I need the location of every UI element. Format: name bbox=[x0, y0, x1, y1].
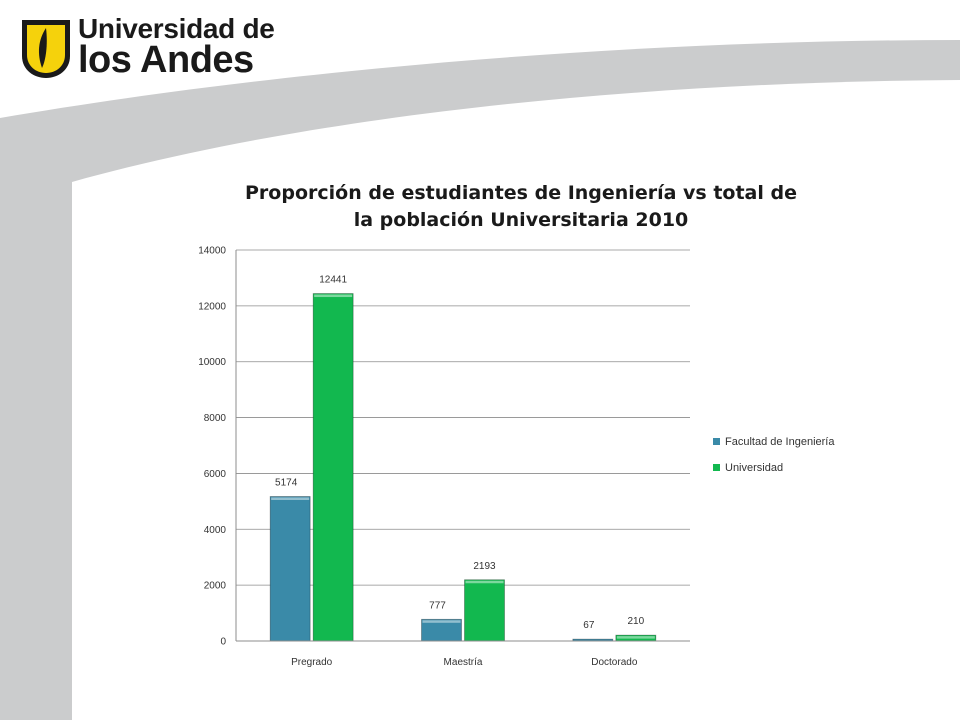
data-label: 12441 bbox=[319, 275, 347, 286]
data-label: 210 bbox=[627, 616, 644, 627]
x-tick-label: Pregrado bbox=[291, 657, 333, 668]
y-tick-label: 12000 bbox=[198, 301, 226, 312]
y-tick-label: 0 bbox=[220, 637, 226, 648]
y-tick-label: 10000 bbox=[198, 357, 226, 368]
y-tick-label: 14000 bbox=[198, 246, 226, 257]
university-name-line2: los Andes bbox=[78, 39, 254, 81]
bars bbox=[269, 293, 657, 642]
chart-title-line: Proporción de estudiantes de Ingeniería … bbox=[245, 182, 797, 204]
x-tick-label: Doctorado bbox=[591, 657, 638, 668]
legend-label: Facultad de Ingeniería bbox=[725, 436, 835, 448]
university-shield-logo bbox=[22, 20, 70, 78]
bar-highlight bbox=[271, 497, 310, 500]
axes: 0 2000 4000 6000 8000 10000 12000 14000 Pregrado… bbox=[198, 246, 690, 668]
y-tick-label: 2000 bbox=[204, 581, 227, 592]
legend-label: Universidad bbox=[725, 462, 783, 474]
y-tick-label: 4000 bbox=[204, 525, 227, 536]
data-labels: 5174 12441 777 2193 67 210 bbox=[275, 275, 645, 632]
bar-highlight bbox=[314, 294, 353, 298]
legend-swatch bbox=[713, 464, 720, 471]
chart-title: Proporción de estudiantes de Ingeniería … bbox=[245, 182, 797, 231]
university-name-line1: Universidad de bbox=[78, 13, 275, 44]
bar-highlight bbox=[616, 636, 655, 639]
data-label: 67 bbox=[583, 620, 595, 631]
data-label: 777 bbox=[429, 600, 446, 611]
bar-facultad bbox=[269, 496, 311, 642]
bar-universidad bbox=[464, 579, 505, 642]
legend-swatch bbox=[713, 438, 720, 445]
bar-universidad bbox=[312, 293, 354, 642]
x-tick-label: Maestría bbox=[444, 657, 483, 668]
legend: Facultad de Ingeniería Universidad bbox=[713, 436, 835, 474]
data-label: 2193 bbox=[473, 561, 496, 572]
bar-highlight bbox=[465, 580, 504, 584]
data-label: 5174 bbox=[275, 477, 298, 488]
y-tick-label: 6000 bbox=[204, 469, 227, 480]
y-tick-label: 8000 bbox=[204, 413, 227, 424]
bar-highlight bbox=[422, 620, 461, 623]
chart-title-line: la población Universitaria 2010 bbox=[354, 209, 689, 231]
